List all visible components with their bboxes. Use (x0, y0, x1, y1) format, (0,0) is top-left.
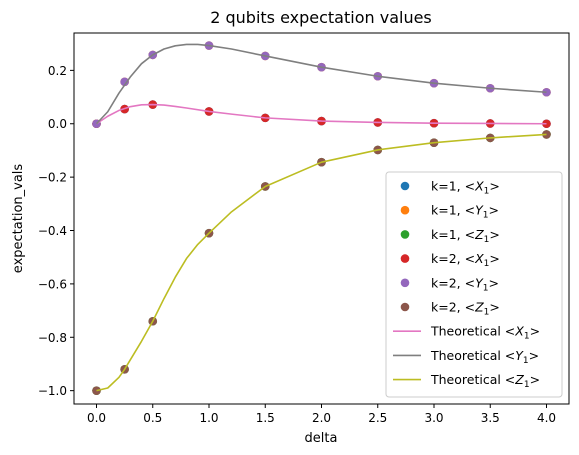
series-line-theoretical-z-1 (96, 133, 547, 392)
y-tick-label: −0.6 (38, 277, 67, 291)
legend-label: k=1, <Y1> (431, 203, 499, 221)
legend-item: k=1, <Y1> (400, 203, 499, 221)
legend-item: k=2, <Y1> (400, 275, 499, 293)
x-tick-label: 0.5 (143, 411, 162, 425)
legend-item: Theoretical <Y1> (393, 348, 539, 366)
legend-label: k=1, <Z1> (431, 227, 500, 245)
data-point (92, 386, 101, 395)
legend-label: Theoretical <Z1> (430, 372, 540, 390)
y-tick-label: −1.0 (38, 384, 67, 398)
legend-label: k=1, <X1> (431, 179, 500, 197)
legend-marker (400, 181, 410, 191)
x-tick-label: 1.0 (199, 411, 218, 425)
plot-area (92, 41, 551, 395)
legend-marker (400, 278, 410, 288)
x-tick-label: 0.0 (87, 411, 106, 425)
legend-item: Theoretical <Z1> (393, 372, 540, 390)
x-tick-label: 1.5 (256, 411, 275, 425)
x-tick-label: 2.0 (312, 411, 331, 425)
x-tick-label: 3.5 (481, 411, 500, 425)
chart-title: 2 qubits expectation values (210, 8, 432, 27)
legend-item: k=2, <X1> (400, 251, 500, 269)
legend-label: k=2, <Y1> (431, 275, 499, 293)
legend-item: k=1, <Z1> (400, 227, 500, 245)
x-axis-label: delta (305, 431, 338, 446)
y-tick-label: −0.4 (38, 224, 67, 238)
legend-label: Theoretical <Y1> (430, 348, 539, 366)
legend-label: k=2, <X1> (431, 251, 500, 269)
legend-box (385, 171, 563, 398)
legend: k=1, <X1> k=1, <Y1> k=1, <Z1> k=2, <X1> k=2,… (385, 171, 563, 398)
y-tick-label: 0.2 (48, 64, 67, 78)
y-tick-label: −0.8 (38, 331, 67, 345)
series-line-theoretical-x-1 (96, 103, 547, 125)
legend-marker (400, 302, 410, 312)
y-tick-label: 0.0 (48, 117, 67, 131)
x-tick-label: 3.0 (424, 411, 443, 425)
data-point (120, 77, 129, 87)
legend-marker (400, 254, 410, 263)
x-tick-label: 2.5 (368, 411, 387, 425)
legend-item: Theoretical <X1> (393, 324, 540, 342)
legend-marker (400, 230, 410, 239)
legend-item: k=2, <Z1> (400, 300, 500, 318)
y-tick-label: −0.2 (38, 171, 67, 185)
series-k-2-y-1 (92, 41, 551, 129)
legend-item: k=1, <X1> (400, 179, 500, 197)
series-line-theoretical-y-1 (95, 43, 547, 125)
y-axis: −1.0 −0.8 −0.6 −0.4 −0.2 0.0 0.2 (38, 64, 74, 398)
x-axis: 0.0 0.5 1.0 1.5 2.0 2.5 3.0 3.5 4.0 (87, 404, 556, 425)
legend-marker (400, 205, 410, 215)
legend-label: Theoretical <X1> (430, 324, 540, 342)
y-axis-label: expectation_vals (11, 164, 26, 274)
x-tick-label: 4.0 (537, 411, 556, 425)
legend-label: k=2, <Z1> (431, 300, 500, 318)
